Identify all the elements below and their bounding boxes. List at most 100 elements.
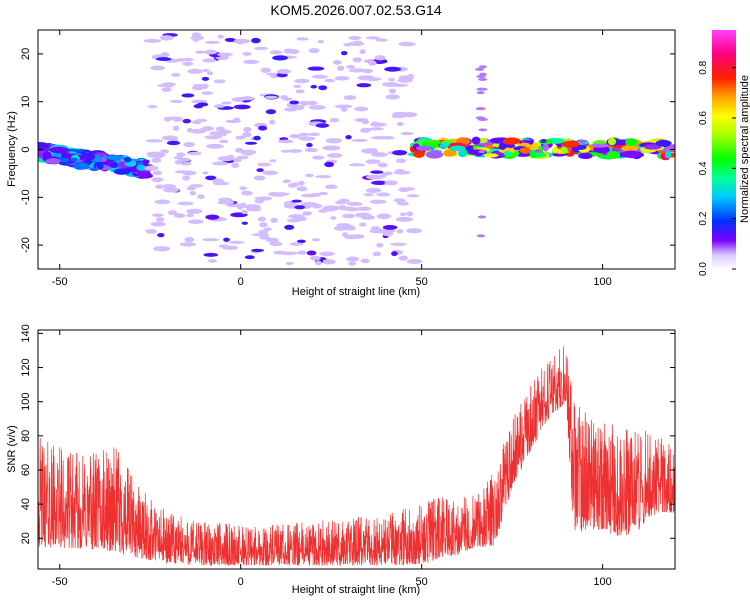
spectrogram-cell <box>395 168 405 174</box>
spectrogram-cell <box>155 57 172 61</box>
spectrogram-cell <box>384 180 398 186</box>
spectrogram-cell <box>354 106 369 112</box>
spectrogram-cell <box>349 163 366 167</box>
spectrogram-cell <box>204 135 222 140</box>
spectrogram-cell <box>241 209 248 215</box>
spectrogram-cell <box>478 128 488 132</box>
spectrogram-cell <box>361 148 378 154</box>
spectrogram-cell <box>315 174 332 179</box>
spectrogram-cell <box>340 51 348 56</box>
spectrogram-cell <box>280 149 291 153</box>
y-tick-label: 120 <box>20 358 32 376</box>
spectrogram-cell <box>392 94 400 99</box>
spectrogram-cell <box>395 216 414 222</box>
spectrogram-cell <box>360 258 370 264</box>
spectrogram-cell <box>334 200 347 205</box>
spectrogram-cell <box>307 132 321 137</box>
spectrogram-cell <box>78 162 90 170</box>
spectrogram-cell <box>297 250 307 255</box>
spectrogram-cell <box>406 211 414 217</box>
y-tick-label: 40 <box>20 498 32 510</box>
spectrogram-cell <box>286 218 301 223</box>
spectrogram-cell <box>324 78 335 83</box>
spectrogram-cell <box>362 68 373 74</box>
spectrogram-cell <box>213 79 226 84</box>
spectrogram-cell <box>308 48 320 54</box>
spectrogram-cell <box>359 49 366 55</box>
spectrogram-cell <box>144 165 159 171</box>
spectrogram-cell <box>187 68 203 74</box>
spectrogram-cell <box>519 147 531 154</box>
spectrogram-cell <box>625 138 638 146</box>
spectrogram-cell <box>398 255 409 261</box>
spectrogram-cell <box>476 91 485 95</box>
snr-x-axis-label: Height of straight line (km) <box>292 584 420 596</box>
spectrogram-cell <box>395 158 407 164</box>
spectrogram-cell <box>171 72 181 77</box>
spectrogram-cell <box>239 149 257 155</box>
spectrogram-cell <box>354 212 372 218</box>
spectrogram-cell <box>246 207 262 212</box>
spectrogram-cell <box>216 52 233 57</box>
spectrogram-cell <box>298 136 316 141</box>
spectrogram-cell <box>243 59 260 65</box>
spectrogram-cell <box>348 35 362 40</box>
spectrogram-cell <box>406 194 420 198</box>
snr-panel: -50 0 50 100 20 40 60 80 100 120 140 Height of st… <box>6 324 676 596</box>
spectrogram-cell <box>269 159 277 163</box>
spectrogram-cell <box>361 120 370 125</box>
x-tick-label: 100 <box>593 276 611 288</box>
spectrogram-cell <box>339 206 355 211</box>
spectrogram-cell <box>476 234 486 238</box>
snr-y-axis-label: SNR (v/v) <box>6 425 18 473</box>
spectrogram-cell <box>96 162 104 170</box>
spectrogram-cell <box>217 200 235 205</box>
spectrogram-cell <box>302 211 313 216</box>
spectrogram-cell <box>474 67 485 71</box>
spectrogram-cell <box>387 77 396 82</box>
spectrogram-cell <box>45 158 61 164</box>
spectrogram-cell <box>308 104 326 110</box>
spectrogram-cell <box>443 149 457 157</box>
spectrogram-cell <box>189 128 206 134</box>
spectrogram-cell <box>551 147 559 154</box>
x-tick-label: 0 <box>238 276 244 288</box>
spectrogram-cell <box>346 256 360 262</box>
spectrogram-cell <box>204 49 218 55</box>
spectrogram-cell <box>239 186 247 191</box>
spectrogram-cell <box>188 219 204 224</box>
spectrogram-cell <box>365 159 381 164</box>
spectrogram-cell <box>404 187 416 191</box>
spectrogram-cell <box>161 135 179 141</box>
spectrogram-cell <box>310 192 322 197</box>
spectrogram-cell <box>195 50 205 54</box>
spectrogram-cell <box>202 171 209 175</box>
spectrogram-cell <box>202 68 210 72</box>
spectrogram-cell <box>476 74 486 78</box>
spectrogram-cell <box>289 242 304 246</box>
spectrogram-cell <box>197 102 209 107</box>
spectrogram-cell <box>342 213 355 219</box>
spectrogram-panel: -50 0 50 100 -20 -10 0 10 20 Height of straight… <box>6 29 676 298</box>
spectrogram-cell <box>254 199 264 204</box>
spectrogram-cell <box>458 150 468 158</box>
spectrogram-cell <box>475 107 486 111</box>
spectrogram-cell <box>296 37 309 41</box>
snr-y-ticks: 20 40 60 80 100 120 140 <box>20 324 675 544</box>
spectrogram-cell <box>251 37 261 44</box>
spectrogram-cell <box>180 162 192 166</box>
spectrogram-cell <box>479 72 487 76</box>
spectrogram-cell <box>155 217 165 222</box>
spectrogram-cell <box>187 151 202 156</box>
spectrogram-cell <box>289 134 302 139</box>
spectrogram-cell <box>346 65 356 69</box>
spectrogram-cell <box>207 259 217 263</box>
spectrogram-cell <box>502 137 521 145</box>
spectrogram-cell <box>145 228 157 234</box>
y-tick-label: 100 <box>20 393 32 411</box>
spectrogram-cell <box>160 149 169 154</box>
spectrogram-cell <box>269 50 283 55</box>
spectrogram-cell <box>233 38 251 44</box>
spectrogram-cell <box>285 261 294 266</box>
spectrogram-cell <box>400 131 414 136</box>
